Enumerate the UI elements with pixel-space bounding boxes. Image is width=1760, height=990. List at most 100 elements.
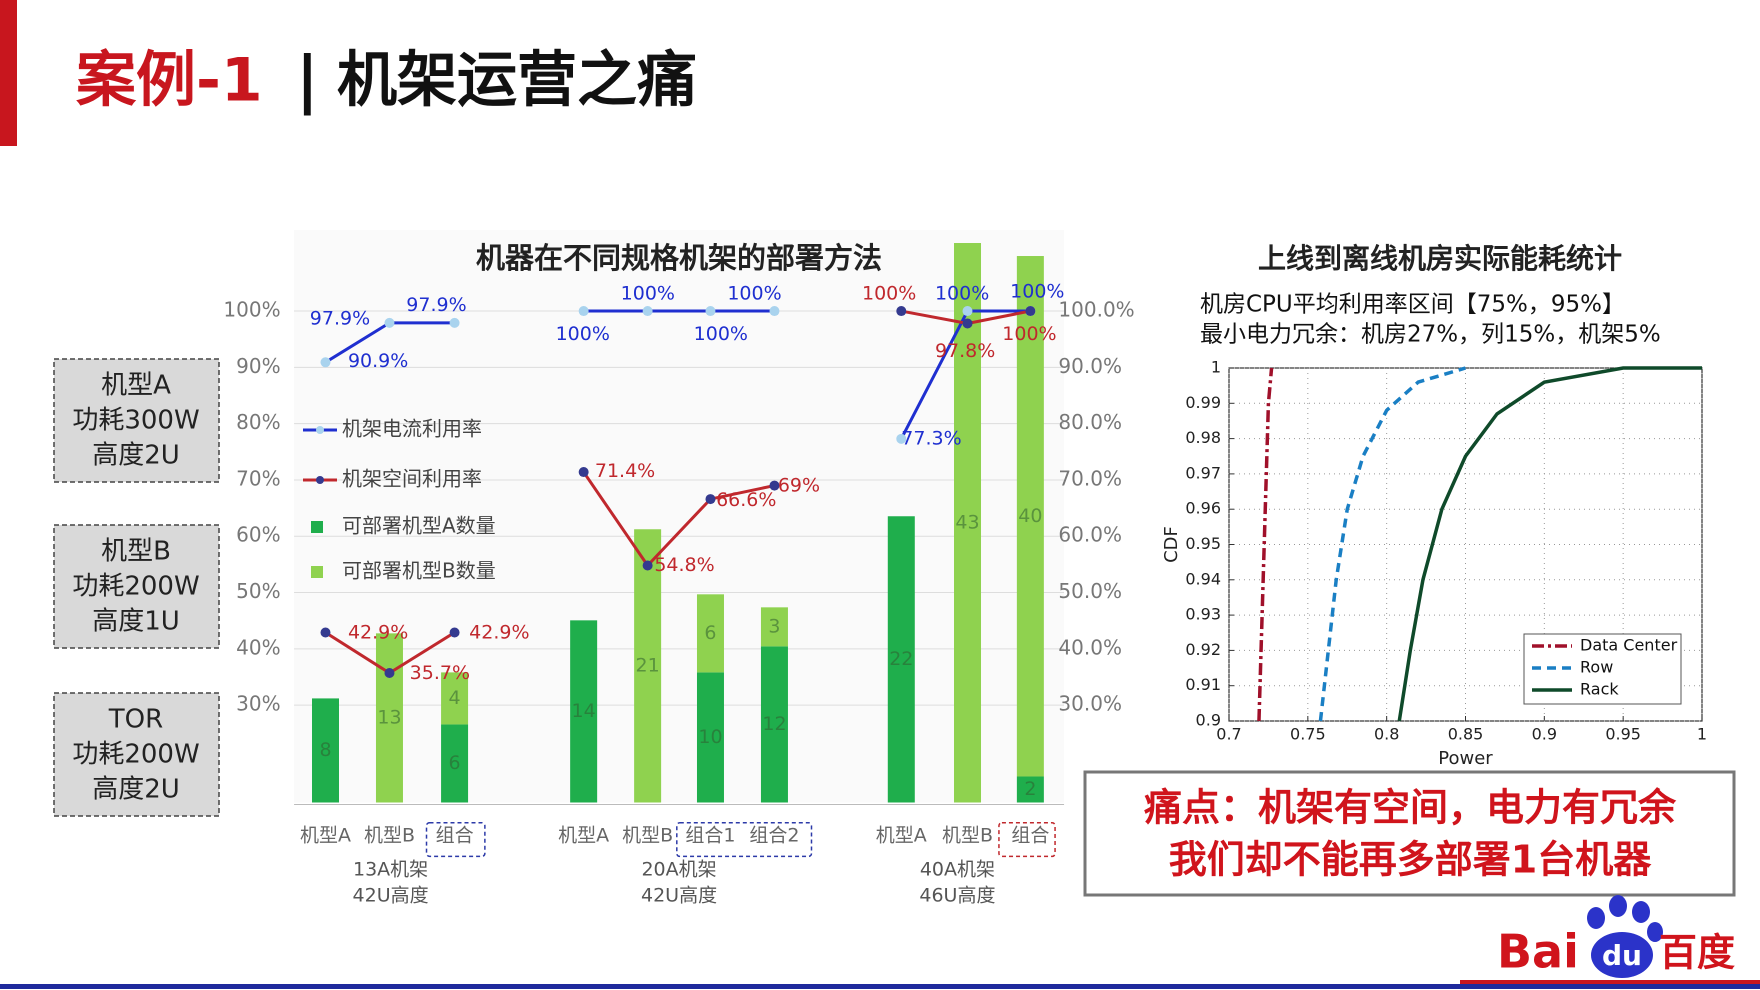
paw-toe <box>1647 922 1663 942</box>
spec-text: 机型A <box>101 371 171 401</box>
y2-tick-label: 80.0% <box>1058 410 1122 434</box>
y-tick-label: 100% <box>223 298 280 322</box>
line-marker <box>705 306 716 317</box>
spec-text: 高度2U <box>92 775 180 805</box>
line-marker <box>896 433 907 444</box>
bar <box>696 672 724 803</box>
legend-marker <box>316 476 324 484</box>
value-label: 90.9% <box>348 350 408 372</box>
spec-text: 功耗200W <box>72 740 199 770</box>
y-axis-label: CDF <box>1161 526 1182 563</box>
paw-pad <box>1591 932 1653 978</box>
title-separator: | <box>296 43 319 117</box>
line-marker <box>962 318 973 329</box>
y-tick-label: 80% <box>236 410 280 434</box>
value-label: 100% <box>1002 323 1056 345</box>
value-label: 71.4% <box>595 460 655 482</box>
x-tick-label: 组合2 <box>749 825 799 847</box>
chart-subtitle: 机房CPU平均利用率区间【75%，95%】 <box>1200 292 1625 318</box>
line-marker <box>384 668 395 679</box>
bar-label: 6 <box>704 622 716 644</box>
bar-label: 4 <box>449 687 461 709</box>
logo-latin: Bai <box>1497 925 1579 979</box>
line-marker <box>320 357 331 368</box>
line-marker <box>642 306 653 317</box>
spec-text: TOR <box>108 705 163 735</box>
y2-tick-label: 40.0% <box>1058 635 1122 659</box>
y-tick-label: 50% <box>236 579 280 603</box>
spec-text: 机型B <box>101 537 171 567</box>
x-tick-label: 0.7 <box>1216 725 1241 744</box>
value-label: 42.9% <box>348 622 408 644</box>
y-tick-label: 30% <box>236 692 280 716</box>
y2-tick-label: 30.0% <box>1058 692 1122 716</box>
pain-box <box>1083 770 1736 897</box>
x-tick-label: 组合 <box>436 825 474 847</box>
x-tick-label: 组合 <box>1011 825 1049 847</box>
accent-bar <box>0 0 17 146</box>
line-marker <box>896 306 907 317</box>
bar <box>311 698 339 803</box>
group-label: 42U高度 <box>641 885 717 907</box>
bar-label: 3 <box>768 615 780 637</box>
bar-label: 22 <box>889 648 913 670</box>
legend-label: 机架电流利用率 <box>342 417 482 441</box>
bar-label: 21 <box>636 654 660 676</box>
bar <box>375 633 403 803</box>
legend-swatch <box>311 521 323 533</box>
cdf-line <box>1257 367 1274 722</box>
group-label: 46U高度 <box>919 885 995 907</box>
pain-text: 痛点：机架有空间，电力有冗余 <box>1144 786 1677 830</box>
group-label: 40A机架 <box>920 859 995 881</box>
pain-text: 我们却不能再多部署1台机器 <box>1169 838 1652 882</box>
y-tick-label: 0.95 <box>1185 534 1221 553</box>
y-tick-label: 1 <box>1211 358 1221 377</box>
bar-label: 12 <box>762 713 786 735</box>
bar <box>887 516 915 803</box>
value-label: 97.9% <box>406 294 466 316</box>
bar <box>1016 776 1044 803</box>
x-tick-label: 0.8 <box>1374 725 1399 744</box>
spec-box <box>53 692 220 817</box>
x-tick-label: 0.75 <box>1290 725 1326 744</box>
bar <box>760 607 788 647</box>
bar-label: 40 <box>1018 505 1042 527</box>
value-label: 100% <box>621 283 675 305</box>
logo-paw <box>1587 895 1663 978</box>
y-tick-label: 0.96 <box>1185 499 1221 518</box>
y-tick-label: 0.91 <box>1185 675 1221 694</box>
value-label: 77.3% <box>901 427 961 449</box>
y2-tick-label: 90.0% <box>1058 354 1122 378</box>
y-tick-label: 60% <box>236 523 280 547</box>
line-marker <box>578 306 589 317</box>
y2-tick-label: 70.0% <box>1058 466 1122 490</box>
plot-background <box>294 230 1065 803</box>
bar <box>1016 256 1044 777</box>
x-tick-label: 机型B <box>622 825 673 847</box>
group-label: 20A机架 <box>641 859 716 881</box>
line-marker <box>320 627 331 638</box>
legend-swatch <box>311 566 323 578</box>
spec-text: 功耗300W <box>72 406 199 436</box>
spec-box <box>53 524 220 649</box>
bar <box>570 620 598 803</box>
legend-marker <box>316 426 324 434</box>
spec-text: 高度2U <box>92 441 180 471</box>
bar <box>441 672 469 725</box>
chart-title: 机器在不同规格机架的部署方法 <box>476 241 882 275</box>
legend-label: Rack <box>1580 680 1619 699</box>
y-tick-label: 0.92 <box>1185 640 1221 659</box>
logo-paw-text: du <box>1602 939 1642 972</box>
bar <box>634 529 662 803</box>
value-label: 54.8% <box>654 554 714 576</box>
spec-text: 功耗200W <box>72 572 199 602</box>
y-tick-label: 70% <box>236 466 280 490</box>
line-marker <box>449 317 460 328</box>
bar-label: 13 <box>377 706 401 728</box>
paw-toe <box>1587 907 1605 929</box>
group-label: 13A机架 <box>353 859 428 881</box>
legend-label: 可部署机型A数量 <box>342 514 496 538</box>
bar-label: 8 <box>319 739 331 761</box>
y-tick-label: 0.97 <box>1185 463 1221 482</box>
